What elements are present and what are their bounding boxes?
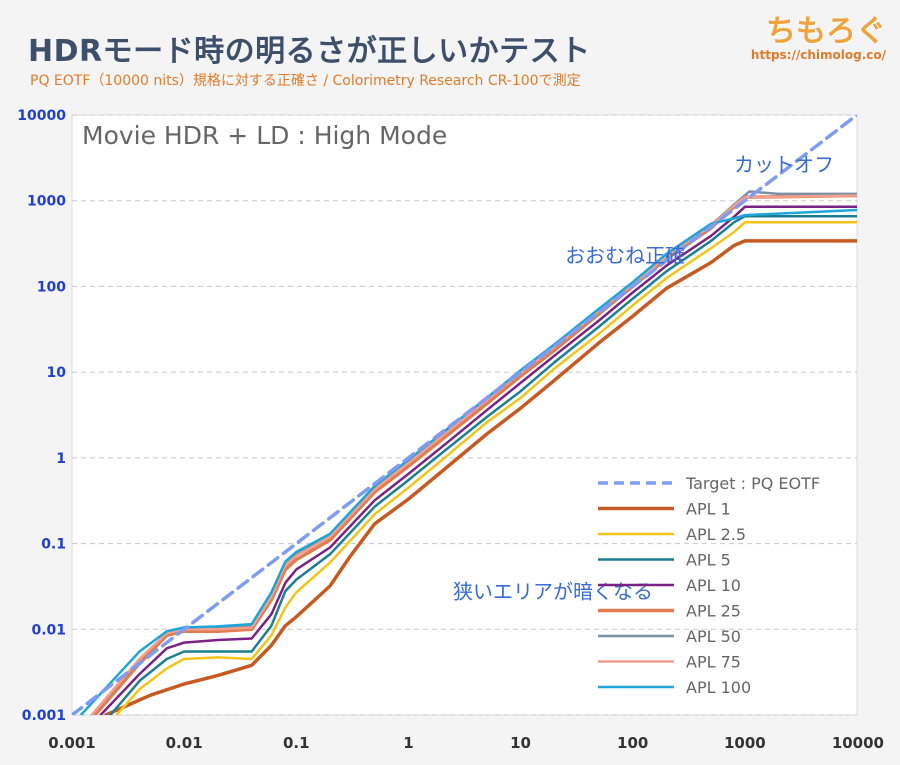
y-tick-label: 100: [37, 279, 66, 295]
x-tick-label: 1: [403, 734, 413, 752]
series-line-apl-10: [99, 205, 857, 715]
series-line-apl-2-5: [115, 221, 857, 715]
chart-title: Movie HDR + LD : High Mode: [82, 121, 447, 150]
annotation-text: カットオフ: [734, 152, 834, 176]
x-axis-ticks: 0.001 0.01 0.1 1 10 100 1000 10000: [48, 734, 884, 752]
legend-label: APL 10: [686, 576, 741, 595]
y-tick-label: 0.1: [41, 537, 66, 553]
y-tick-label: 1000: [27, 194, 66, 210]
page-title: HDRモード時の明るさが正しいかテスト: [28, 34, 591, 69]
legend-label: APL 2.5: [686, 525, 746, 544]
y-tick-label: 0.001: [22, 708, 66, 724]
x-tick-label: 10000: [832, 734, 884, 752]
legend: Target : PQ EOTF APL 1 APL 2.5 APL 5 APL 10 A…: [598, 474, 820, 697]
x-tick-label: 10: [510, 734, 531, 752]
header: HDRモード時の明るさが正しいかテスト PQ EOTF（10000 nits）規…: [0, 0, 900, 100]
y-tick-label: 10000: [17, 108, 66, 124]
y-tick-label: 0.01: [31, 622, 66, 638]
series-lines: [72, 115, 857, 715]
legend-label: APL 100: [686, 678, 751, 697]
series-line-target-pq-eotf: [72, 115, 857, 715]
series-line-apl-75: [90, 194, 857, 715]
legend-label: APL 50: [686, 627, 741, 646]
series-line-apl-5: [109, 214, 857, 715]
x-tick-label: 0.001: [48, 734, 95, 752]
y-tick-label: 1: [56, 451, 66, 467]
legend-label: APL 25: [686, 602, 741, 621]
logo-name: ちもろぐ: [766, 14, 886, 49]
annotation-text: おおむね正確: [565, 244, 685, 268]
legend-label: APL 1: [686, 500, 731, 519]
y-axis-ticks: 0.001 0.01 0.1 1 10 100 1000 10000: [17, 108, 66, 724]
x-tick-label: 0.1: [283, 734, 310, 752]
legend-label: APL 75: [686, 653, 741, 672]
y-tick-label: 10: [47, 365, 67, 381]
legend-label: APL 5: [686, 551, 731, 570]
series-line-apl-1: [104, 239, 857, 715]
x-tick-label: 100: [617, 734, 648, 752]
annotation-text: 狭いエリアが暗くなる: [453, 579, 653, 603]
x-tick-label: 0.01: [166, 734, 203, 752]
x-tick-label: 1000: [724, 734, 766, 752]
page-subtitle: PQ EOTF（10000 nits）規格に対する正確さ / Colorimet…: [30, 73, 581, 89]
site-logo[interactable]: ちもろぐ https://chimolog.co/: [751, 6, 886, 62]
legend-label: Target : PQ EOTF: [685, 474, 820, 493]
logo-url[interactable]: https://chimolog.co/: [750, 48, 886, 62]
